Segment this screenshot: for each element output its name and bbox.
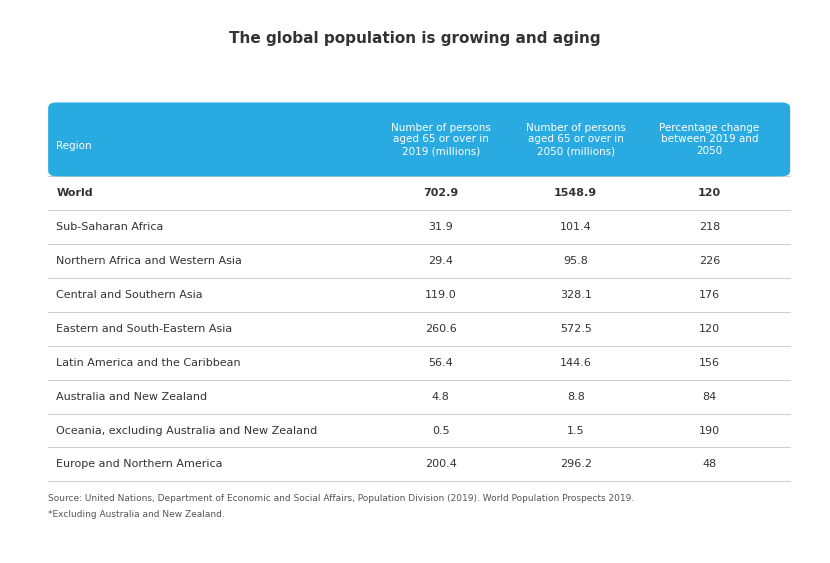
Text: Northern Africa and Western Asia: Northern Africa and Western Asia xyxy=(56,256,242,266)
Text: Oceania, excluding Australia and New Zealand: Oceania, excluding Australia and New Zea… xyxy=(56,426,318,436)
Text: 119.0: 119.0 xyxy=(425,290,457,300)
Text: 95.8: 95.8 xyxy=(564,256,588,266)
Text: Eastern and South-Eastern Asia: Eastern and South-Eastern Asia xyxy=(56,324,232,334)
Text: Region: Region xyxy=(56,141,92,151)
Text: 260.6: 260.6 xyxy=(425,324,457,334)
Text: Central and Southern Asia: Central and Southern Asia xyxy=(56,290,203,300)
Text: The global population is growing and aging: The global population is growing and agi… xyxy=(229,31,601,46)
Text: 56.4: 56.4 xyxy=(428,358,453,368)
Text: 8.8: 8.8 xyxy=(567,392,584,401)
Text: 176: 176 xyxy=(699,290,720,300)
Text: 120: 120 xyxy=(699,324,720,334)
Text: World: World xyxy=(56,188,93,198)
Text: Source: United Nations, Department of Economic and Social Affairs, Population Di: Source: United Nations, Department of Ec… xyxy=(48,494,634,503)
Text: 226: 226 xyxy=(699,256,720,266)
Text: 4.8: 4.8 xyxy=(432,392,450,401)
Text: Number of persons
aged 65 or over in
2050 (millions): Number of persons aged 65 or over in 205… xyxy=(525,123,626,156)
Text: 328.1: 328.1 xyxy=(559,290,592,300)
Text: 48: 48 xyxy=(702,459,716,470)
Text: 190: 190 xyxy=(699,426,720,436)
Text: Europe and Northern America: Europe and Northern America xyxy=(56,459,223,470)
Text: 1.5: 1.5 xyxy=(567,426,584,436)
Text: Number of persons
aged 65 or over in
2019 (millions): Number of persons aged 65 or over in 201… xyxy=(391,123,491,156)
Text: 702.9: 702.9 xyxy=(423,188,458,198)
Text: 144.6: 144.6 xyxy=(559,358,592,368)
Text: 200.4: 200.4 xyxy=(425,459,457,470)
Text: Latin America and the Caribbean: Latin America and the Caribbean xyxy=(56,358,241,368)
Text: 1548.9: 1548.9 xyxy=(554,188,598,198)
Text: 31.9: 31.9 xyxy=(428,222,453,232)
Text: 296.2: 296.2 xyxy=(559,459,592,470)
Text: 101.4: 101.4 xyxy=(560,222,592,232)
Text: 156: 156 xyxy=(699,358,720,368)
Text: 120: 120 xyxy=(698,188,720,198)
Text: Percentage change
between 2019 and
2050: Percentage change between 2019 and 2050 xyxy=(659,123,759,156)
Text: 0.5: 0.5 xyxy=(432,426,450,436)
Text: 572.5: 572.5 xyxy=(559,324,592,334)
Text: *Excluding Australia and New Zealand.: *Excluding Australia and New Zealand. xyxy=(48,510,225,519)
Text: 29.4: 29.4 xyxy=(428,256,453,266)
Text: Australia and New Zealand: Australia and New Zealand xyxy=(56,392,208,401)
Text: 84: 84 xyxy=(702,392,716,401)
Text: Sub-Saharan Africa: Sub-Saharan Africa xyxy=(56,222,164,232)
Text: 218: 218 xyxy=(699,222,720,232)
